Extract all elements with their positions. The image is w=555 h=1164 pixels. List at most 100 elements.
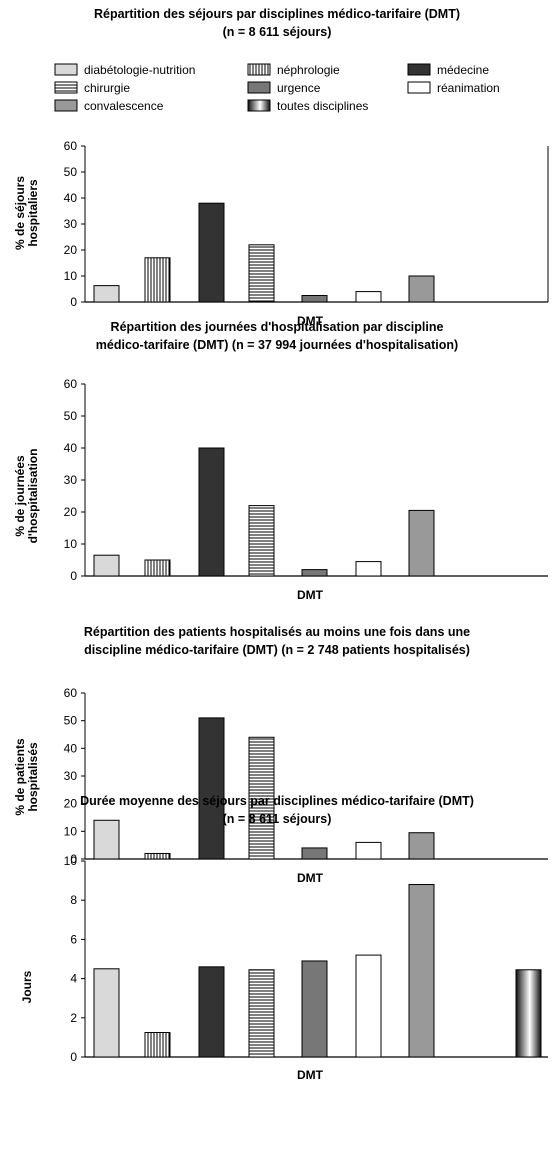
y-tick-label: 60 bbox=[64, 377, 78, 391]
y-tick-label: 40 bbox=[64, 191, 78, 205]
legend-item-medecine: médecine bbox=[407, 63, 489, 77]
y-axis-label: % de patientshospitalisés bbox=[13, 738, 40, 816]
bar-chirurgie bbox=[248, 244, 275, 303]
legend-swatch bbox=[247, 81, 271, 94]
legend-item-urgence: urgence bbox=[247, 81, 321, 95]
y-tick-label: 40 bbox=[64, 741, 78, 755]
y-tick-label: 60 bbox=[64, 139, 78, 153]
legend-swatch bbox=[247, 63, 271, 76]
y-tick-label: 60 bbox=[64, 686, 78, 700]
x-axis-label: DMT bbox=[297, 1068, 324, 1082]
bar-reanimation bbox=[355, 954, 382, 1058]
y-tick-label: 4 bbox=[70, 972, 77, 986]
x-axis-label: DMT bbox=[297, 314, 324, 328]
legend: diabétologie-nutrition néphrologie médecin… bbox=[54, 63, 500, 113]
chart-subtitle: (n = 8 611 séjours) bbox=[223, 812, 332, 826]
legend-swatch bbox=[54, 81, 78, 94]
chart-title: Répartition des séjours par disciplines … bbox=[94, 7, 460, 21]
chart-title: Répartition des patients hospitalisés au… bbox=[84, 625, 470, 639]
y-tick-label: 40 bbox=[64, 441, 78, 455]
y-tick-label: 50 bbox=[64, 409, 78, 423]
y-tick-label: 20 bbox=[64, 505, 78, 519]
y-tick-label: 50 bbox=[64, 714, 78, 728]
x-axis-label: DMT bbox=[297, 871, 324, 885]
bar-medecine bbox=[198, 447, 225, 577]
chart-subtitle: (n = 8 611 séjours) bbox=[223, 25, 332, 39]
bar-chirurgie bbox=[248, 736, 275, 860]
bar-diabetologie-nutrition bbox=[93, 285, 120, 303]
chart-subtitle: médico-tarifaire (DMT) (n = 37 994 journ… bbox=[96, 338, 458, 352]
bar-nephrologie bbox=[144, 852, 171, 860]
y-tick-label: 50 bbox=[64, 165, 78, 179]
legend-item-reanimation: réanimation bbox=[407, 81, 500, 95]
bar-convalescence bbox=[408, 509, 435, 577]
y-tick-label: 6 bbox=[70, 932, 77, 946]
legend-item-toutes-disciplines: toutes disciplines bbox=[247, 99, 368, 113]
chart-title: Répartition des journées d'hospitalisati… bbox=[111, 320, 444, 334]
charts: Répartition des séjours par disciplines … bbox=[13, 7, 549, 1082]
y-tick-label: 30 bbox=[64, 473, 78, 487]
chart-2: Répartition des journées d'hospitalisati… bbox=[13, 320, 548, 602]
y-tick-label: 8 bbox=[70, 893, 77, 907]
bar-diabetologie-nutrition bbox=[93, 554, 120, 577]
legend-item-nephrologie: néphrologie bbox=[247, 63, 340, 77]
y-tick-label: 10 bbox=[64, 537, 78, 551]
y-tick-label: 30 bbox=[64, 769, 78, 783]
bar-convalescence bbox=[408, 275, 435, 303]
legend-item-chirurgie: chirurgie bbox=[54, 81, 130, 95]
legend-swatch bbox=[247, 99, 271, 112]
legend-swatch bbox=[54, 63, 78, 76]
bar-diabetologie-nutrition bbox=[93, 819, 120, 860]
bar-medecine bbox=[198, 966, 225, 1058]
bar-reanimation bbox=[355, 291, 382, 303]
bar-urgence bbox=[301, 295, 328, 303]
y-axis-label: % de séjourshospitaliers bbox=[13, 176, 40, 250]
y-tick-label: 0 bbox=[70, 295, 77, 309]
y-tick-label: 10 bbox=[64, 854, 78, 868]
bar-urgence bbox=[301, 847, 328, 860]
legend-label: néphrologie bbox=[277, 63, 340, 77]
legend-label: urgence bbox=[277, 81, 321, 95]
y-tick-label: 20 bbox=[64, 797, 78, 811]
legend-label: réanimation bbox=[437, 81, 500, 95]
y-tick-label: 10 bbox=[64, 269, 78, 283]
bar-convalescence bbox=[408, 884, 435, 1058]
bar-urgence bbox=[301, 569, 328, 577]
y-tick-label: 10 bbox=[64, 824, 78, 838]
y-tick-label: 20 bbox=[64, 243, 78, 257]
bar-chirurgie bbox=[248, 505, 275, 577]
bar-medecine bbox=[198, 717, 225, 860]
chart-title: Durée moyenne des séjours par discipline… bbox=[80, 794, 474, 808]
bar-chirurgie bbox=[248, 969, 275, 1058]
bar-convalescence bbox=[408, 832, 435, 860]
legend-item-diabetologie-nutrition: diabétologie-nutrition bbox=[54, 63, 195, 77]
chart-3: Répartition des patients hospitalisés au… bbox=[13, 625, 548, 885]
legend-label: toutes disciplines bbox=[277, 99, 368, 113]
bar-urgence bbox=[301, 960, 328, 1058]
legend-item-convalescence: convalescence bbox=[54, 99, 164, 113]
bar-diabetologie-nutrition bbox=[93, 968, 120, 1058]
y-tick-label: 0 bbox=[70, 1050, 77, 1064]
y-tick-label: 0 bbox=[70, 852, 77, 866]
chart-1: Répartition des séjours par disciplines … bbox=[13, 7, 549, 328]
bar-nephrologie bbox=[144, 257, 171, 303]
legend-swatch bbox=[407, 81, 431, 94]
bar-nephrologie bbox=[144, 559, 171, 577]
y-axis-label: % de journéesd'hospitalisation bbox=[13, 449, 40, 544]
chart-subtitle: discipline médico-tarifaire (DMT) (n = 2… bbox=[84, 643, 470, 657]
legend-label: convalescence bbox=[84, 99, 164, 113]
bar-reanimation bbox=[355, 841, 382, 860]
y-tick-label: 2 bbox=[70, 1011, 77, 1025]
y-tick-label: 30 bbox=[64, 217, 78, 231]
legend-label: chirurgie bbox=[84, 81, 130, 95]
bar-reanimation bbox=[355, 561, 382, 577]
legend-swatch bbox=[54, 99, 78, 112]
chart-4: Durée moyenne des séjours par discipline… bbox=[20, 794, 548, 1082]
y-axis-label: Jours bbox=[20, 970, 34, 1003]
legend-label: diabétologie-nutrition bbox=[84, 63, 195, 77]
bar-nephrologie bbox=[144, 1032, 171, 1058]
bar-toutes-disciplines bbox=[515, 969, 542, 1058]
bar-medecine bbox=[198, 202, 225, 303]
legend-label: médecine bbox=[437, 63, 489, 77]
